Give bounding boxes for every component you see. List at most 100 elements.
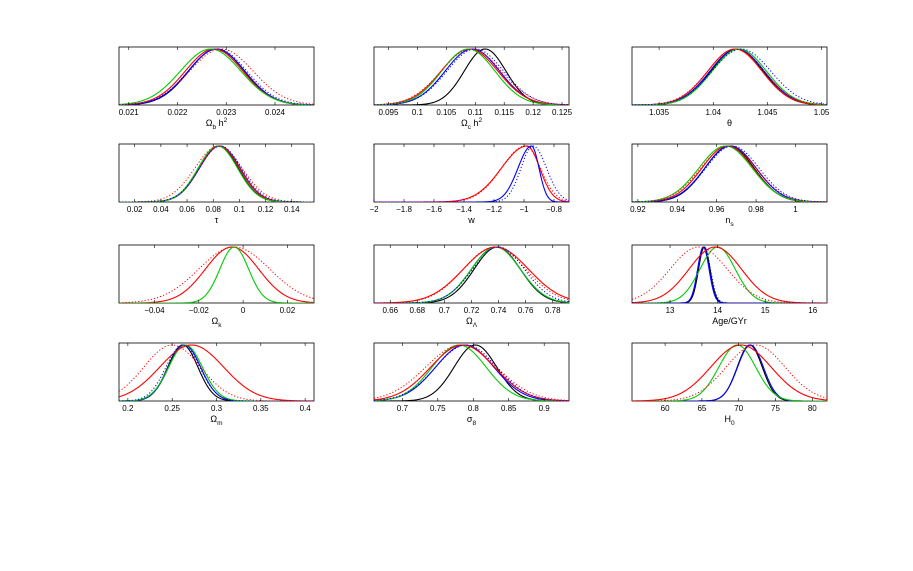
panel-frame	[631, 342, 828, 402]
curves	[632, 344, 827, 401]
series-line-5	[374, 344, 569, 401]
series-line-5	[119, 145, 314, 202]
panel-7: −0.04 −0.02 0 0.02 Ωk	[118, 244, 315, 329]
x-tick-label: 0.76	[518, 306, 534, 315]
x-tick-label: 70	[734, 404, 743, 413]
x-tick-label: −1.2	[486, 205, 502, 214]
x-tick-label: 0.96	[709, 205, 725, 214]
panel-5: −2 −1.8 −1.6 −1.4 −1.2 −1 −0.8 w	[369, 143, 570, 225]
x-tick-label: 0.02	[127, 205, 143, 214]
x-tick-label: 0.02	[280, 306, 296, 315]
series-line-5	[632, 145, 827, 202]
panel-8: 0.66 0.68 0.7 0.72 0.74 0.76 0.78 ΩΛ	[373, 244, 570, 329]
panel-6: 0.92 0.94 0.96 0.98 1 ns	[630, 143, 828, 228]
x-axis-label: τ	[215, 215, 219, 225]
x-axis-label: ns	[725, 215, 734, 228]
x-axis-label: θ	[727, 118, 732, 128]
x-tick-label: 1.04	[705, 108, 721, 117]
x-axis-label: Ωb h2	[206, 117, 228, 131]
x-tick-label: −1.6	[426, 205, 442, 214]
x-tick-label: 13	[666, 306, 675, 315]
x-tick-label: −0.02	[189, 306, 210, 315]
series-line-5	[632, 344, 827, 401]
x-tick-label: 0.9	[539, 404, 551, 413]
x-tick-label: 0.66	[382, 306, 398, 315]
x-tick-label: 0	[241, 306, 246, 315]
x-tick-label: 0.12	[258, 205, 274, 214]
x-tick-label: 60	[661, 404, 670, 413]
x-tick-label: 0.7	[397, 404, 409, 413]
x-tick-label: 0.3	[211, 404, 223, 413]
x-tick-label: −1.4	[456, 205, 472, 214]
x-tick-label: 0.115	[494, 108, 514, 117]
panel-9: 13 14 15 16 Age/GYr	[631, 244, 828, 326]
series-line-6	[119, 48, 314, 105]
curves	[374, 48, 569, 105]
series-line-5	[374, 48, 569, 105]
x-tick-label: −0.04	[144, 306, 165, 315]
x-tick-label: 0.125	[552, 108, 573, 117]
x-tick-label: 1.05	[814, 108, 830, 117]
series-line-3	[374, 344, 569, 401]
panel-3: 1.035 1.04 1.045 1.05 θ	[631, 46, 830, 128]
series-line-3	[374, 145, 569, 202]
x-axis-label: Ωm	[210, 414, 222, 427]
x-tick-label: 75	[771, 404, 780, 413]
x-tick-label: −1	[519, 205, 529, 214]
x-tick-label: 0.08	[205, 205, 221, 214]
panel-1: 0.021 0.022 0.023 0.024 Ωb h2	[118, 46, 315, 131]
x-tick-label: 1	[793, 205, 798, 214]
panel-frame	[373, 143, 570, 203]
series-line-4	[374, 48, 569, 105]
panel-4: 0.02 0.04 0.06 0.08 0.1 0.12 0.14 τ	[118, 143, 315, 225]
x-tick-label: 0.11	[468, 108, 484, 117]
x-axis-label: Ωc h2	[461, 117, 483, 131]
x-tick-label: 0.1	[412, 108, 424, 117]
series-line-6	[632, 145, 827, 202]
series-line-5	[632, 246, 827, 303]
series-line-6	[119, 145, 314, 202]
series-line-4	[119, 344, 314, 401]
x-tick-label: 0.72	[464, 306, 480, 315]
x-tick-label: 0.98	[748, 205, 764, 214]
x-tick-label: 0.023	[216, 108, 237, 117]
x-tick-label: 0.8	[468, 404, 480, 413]
x-tick-label: 0.4	[300, 404, 312, 413]
series-line-2	[374, 145, 569, 202]
curves	[119, 344, 314, 401]
curves	[632, 145, 827, 202]
x-tick-label: 0.04	[153, 205, 169, 214]
panel-frame	[631, 46, 828, 106]
panel-frame	[118, 46, 315, 106]
x-tick-label: −1.8	[396, 205, 412, 214]
x-tick-label: 0.94	[670, 205, 686, 214]
x-tick-label: 14	[713, 306, 722, 315]
x-tick-label: 0.021	[119, 108, 140, 117]
series-line-6	[374, 246, 569, 303]
x-tick-label: 0.85	[501, 404, 517, 413]
x-tick-label: 0.75	[430, 404, 446, 413]
x-tick-label: 16	[808, 306, 817, 315]
x-tick-label: 80	[808, 404, 817, 413]
x-axis-label: w	[467, 215, 475, 225]
series-line-4	[632, 344, 827, 401]
panel-frame	[373, 342, 570, 402]
curves	[632, 246, 827, 303]
x-axis-label: ΩΛ	[466, 316, 478, 329]
series-line-3	[119, 344, 314, 401]
x-tick-label: 0.25	[164, 404, 180, 413]
series-line-6	[632, 48, 827, 105]
series-line-2	[119, 344, 314, 401]
x-tick-label: 0.74	[491, 306, 507, 315]
x-axis-label: Ωk	[212, 316, 223, 329]
x-tick-label: 0.024	[265, 108, 286, 117]
x-tick-label: 1.035	[649, 108, 670, 117]
series-line-3	[119, 246, 314, 303]
curves	[119, 48, 314, 105]
x-tick-label: 0.78	[545, 306, 561, 315]
x-tick-label: 0.022	[167, 108, 188, 117]
x-axis-label: Age/GYr	[712, 316, 747, 326]
curves	[119, 246, 314, 303]
x-tick-label: 0.92	[630, 205, 646, 214]
